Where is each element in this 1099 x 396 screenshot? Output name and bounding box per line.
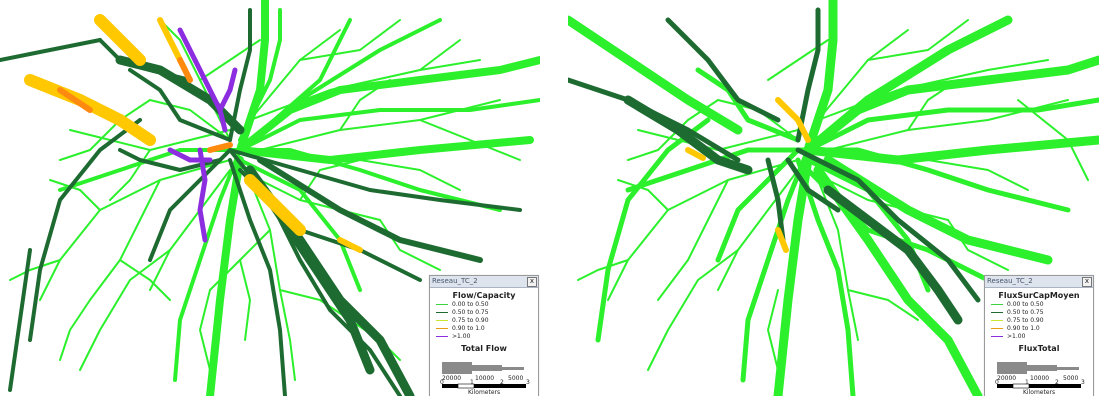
flow-width-graphic: [997, 362, 1081, 389]
scale-tick: 3: [1081, 379, 1085, 386]
legend-swatch: [991, 335, 1003, 337]
scale-tick: 2: [1055, 379, 1059, 386]
scale-tick: 1: [1025, 379, 1029, 386]
flow-value-label: 5000: [508, 375, 524, 382]
scale-tick: 2: [500, 379, 504, 386]
legend-swatch: [991, 311, 1003, 313]
legend-row: 0.50 to 0.75: [991, 308, 1093, 316]
legend-row: 0.90 to 1.0: [436, 324, 538, 332]
legend-panel[interactable]: Reseau_TC_2 x Flow/Capacity 0.00 to 0.50…: [429, 275, 539, 396]
legend-swatch: [436, 303, 448, 305]
legend-window-title: Reseau_TC_2: [430, 276, 538, 288]
legend-row: 0.90 to 1.0: [991, 324, 1093, 332]
legend-flow-title: FluxTotal: [1018, 344, 1060, 353]
legend-window-title: Reseau_TC_2: [985, 276, 1093, 288]
close-icon[interactable]: x: [1082, 277, 1092, 287]
legend-ratio-title: Flow/Capacity: [452, 291, 516, 300]
legend-row-label: 0.50 to 0.75: [1007, 308, 1044, 316]
legend-swatch: [436, 319, 448, 321]
flow-value-label: 20000: [997, 375, 1017, 382]
legend-row: 0.75 to 0.90: [436, 316, 538, 324]
legend-ratio-title: FluxSurCapMoyen: [998, 291, 1080, 300]
legend-row-label: 0.00 to 0.50: [452, 300, 489, 308]
scale-tick: 0: [440, 379, 444, 386]
close-icon[interactable]: x: [527, 277, 537, 287]
legend-flow-title: Total Flow: [461, 344, 507, 353]
legend-row: >1.00: [436, 332, 538, 340]
legend-row: 0.00 to 0.50: [436, 300, 538, 308]
scale-unit: Kilometers: [468, 389, 501, 396]
legend-swatch: [436, 311, 448, 313]
flow-value-label: 5000: [1063, 375, 1079, 382]
legend-row-label: 0.50 to 0.75: [452, 308, 489, 316]
network-layer: [0, 0, 540, 396]
flow-value-label: 10000: [475, 375, 495, 382]
scale-tick: 0: [995, 379, 999, 386]
legend-swatch: [436, 327, 448, 329]
legend-row-label: >1.00: [452, 332, 471, 340]
flow-value-label: 20000: [442, 375, 462, 382]
legend-swatch: [991, 327, 1003, 329]
legend-swatch: [991, 319, 1003, 321]
scale-tick: 1: [470, 379, 474, 386]
scale-unit: Kilometers: [1023, 389, 1056, 396]
scale-tick: 3: [526, 379, 530, 386]
legend-row: >1.00: [991, 332, 1093, 340]
flow-capacity-map[interactable]: Reseau_TC_2 x Flow/Capacity 0.00 to 0.50…: [0, 0, 540, 396]
legend-row-label: 0.75 to 0.90: [452, 316, 489, 324]
legend-row-label: >1.00: [1007, 332, 1026, 340]
legend-swatch: [991, 303, 1003, 305]
legend-row: 0.00 to 0.50: [991, 300, 1093, 308]
legend-row-label: 0.90 to 1.0: [452, 324, 485, 332]
legend-row-label: 0.75 to 0.90: [1007, 316, 1044, 324]
flux-sur-cap-map[interactable]: Reseau_TC_2 x FluxSurCapMoyen 0.00 to 0.…: [568, 0, 1099, 396]
flow-width-graphic: [442, 362, 526, 389]
legend-panel[interactable]: Reseau_TC_2 x FluxSurCapMoyen 0.00 to 0.…: [984, 275, 1094, 396]
legend-row: 0.50 to 0.75: [436, 308, 538, 316]
network-layer: [568, 0, 1099, 396]
legend-row: 0.75 to 0.90: [991, 316, 1093, 324]
legend-row-label: 0.90 to 1.0: [1007, 324, 1040, 332]
legend-swatch: [436, 335, 448, 337]
legend-row-label: 0.00 to 0.50: [1007, 300, 1044, 308]
flow-value-label: 10000: [1030, 375, 1050, 382]
